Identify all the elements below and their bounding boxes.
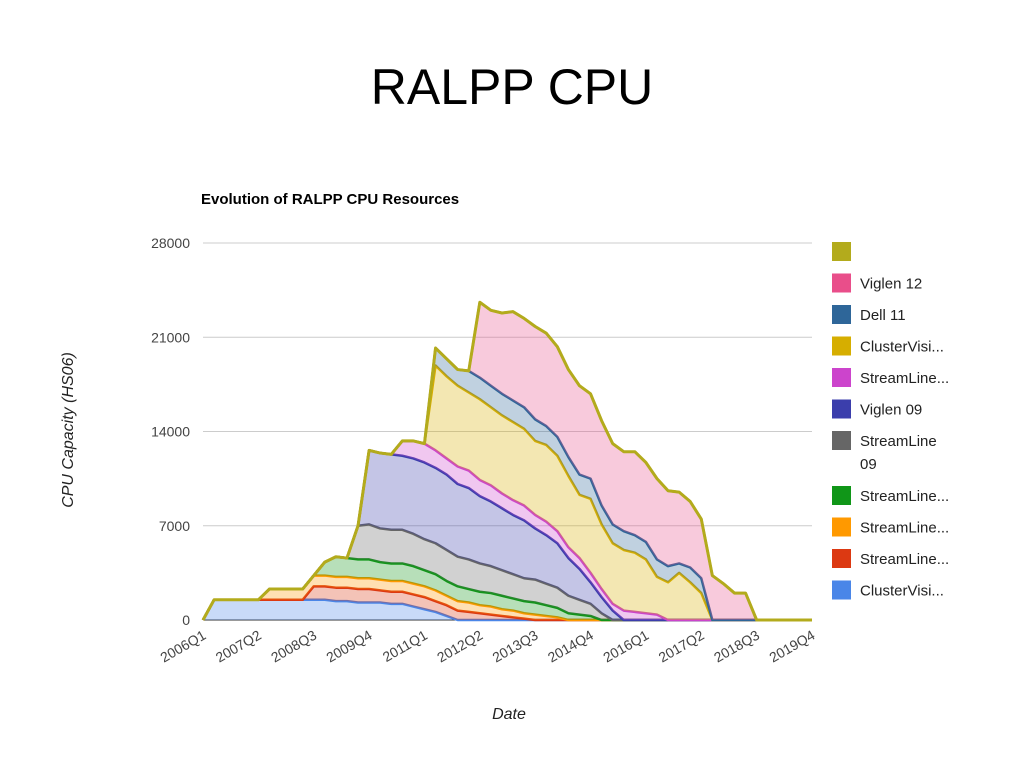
legend-swatch [832, 336, 851, 356]
chart-total-outline [201, 300, 812, 622]
legend-swatch [832, 399, 851, 419]
x-tick-label: 2009Q4 [323, 627, 374, 666]
legend-item: StreamLine... [832, 368, 949, 387]
legend-label-cont: 09 [860, 456, 877, 473]
legend-label: StreamLine... [860, 520, 949, 537]
legend-item: ClusterVisi... [832, 336, 944, 356]
legend-label: Viglen 12 [860, 276, 922, 293]
legend-swatch [832, 273, 851, 293]
legend-label: StreamLine... [860, 370, 949, 387]
y-tick-label: 28000 [151, 235, 190, 251]
x-tick-label: 2008Q3 [268, 627, 319, 666]
chart-legend: Viglen 12 Dell 11 ClusterVisi... StreamLine… [832, 242, 949, 600]
y-tick-label: 0 [182, 612, 190, 628]
area-series-1 [203, 586, 812, 620]
legend-item: Viglen 09 [832, 399, 922, 419]
legend-swatch [832, 368, 851, 387]
y-tick-label: 14000 [151, 424, 190, 440]
area-series-0 [203, 599, 812, 620]
x-tick-label: 2013Q3 [490, 627, 541, 666]
x-tick-label: 2014Q4 [545, 627, 596, 666]
legend-label: ClusterVisi... [860, 339, 944, 356]
legend-item: Dell 11 [832, 305, 906, 324]
x-tick-label: 2007Q2 [213, 627, 264, 666]
legend-swatch [832, 580, 851, 600]
y-tick-label: 7000 [159, 518, 190, 534]
legend-item: StreamLine 09 [832, 431, 937, 473]
legend-label: StreamLine... [860, 488, 949, 505]
area-series-8 [203, 348, 812, 620]
legend-item: ClusterVisi... [832, 580, 944, 600]
area-series-2 [203, 575, 812, 620]
x-tick-label: 2017Q2 [656, 627, 707, 666]
x-tick-label: 2011Q1 [380, 627, 430, 665]
legend-item: StreamLine... [832, 549, 949, 568]
legend-swatch [832, 242, 851, 261]
y-axis-ticks: 0 7000 14000 21000 28000 [151, 235, 190, 628]
chart-areas [201, 300, 812, 622]
area-series-7 [203, 365, 812, 620]
x-tick-label: 2019Q4 [766, 627, 817, 666]
area-series-3 [203, 556, 812, 620]
legend-swatch [832, 517, 851, 537]
y-tick-label: 21000 [151, 329, 190, 345]
legend-label: Viglen 09 [860, 402, 922, 419]
x-axis-label: Date [492, 706, 526, 723]
x-tick-label: 2016Q1 [600, 627, 651, 666]
legend-swatch [832, 486, 851, 505]
total-outline-line [201, 300, 812, 622]
legend-item: Viglen 12 [832, 273, 922, 293]
legend-swatch [832, 431, 851, 450]
legend-label: StreamLine... [860, 551, 949, 568]
x-tick-label: 2018Q3 [711, 627, 762, 666]
legend-item: StreamLine... [832, 517, 949, 537]
x-tick-label: 2012Q2 [434, 627, 485, 666]
legend-item [832, 242, 851, 261]
legend-swatch [832, 549, 851, 568]
legend-label: Dell 11 [860, 307, 906, 324]
area-series-5 [203, 450, 812, 620]
x-axis-ticks: 2006Q1 2007Q2 2008Q3 2009Q4 2011Q1 2012Q2 2013… [157, 627, 817, 666]
legend-label: StreamLine [860, 433, 937, 450]
y-axis-label: CPU Capacity (HS06) [60, 352, 77, 508]
legend-item: StreamLine... [832, 486, 949, 505]
x-tick-label: 2006Q1 [157, 627, 208, 666]
legend-label: ClusterVisi... [860, 583, 944, 600]
chart-title: Evolution of RALPP CPU Resources [201, 191, 460, 208]
slide-title: RALPP CPU [370, 59, 654, 115]
area-series-9 [203, 302, 812, 620]
legend-swatch [832, 305, 851, 324]
